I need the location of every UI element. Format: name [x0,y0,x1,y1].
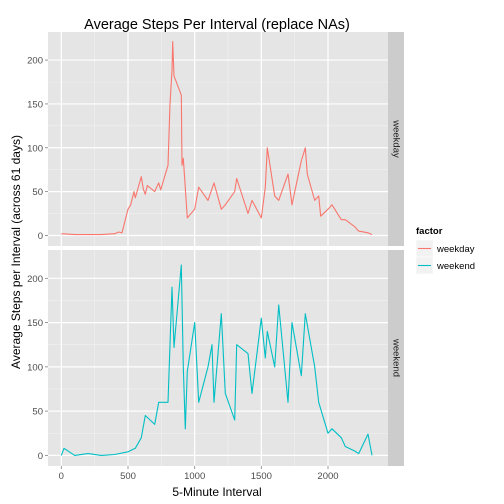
facet-strip-label: weekend [391,338,402,377]
x-axis: 0 500 1000 1500 2000 [59,466,339,482]
y-tick-label: 50 [32,187,43,198]
panel-background [48,32,388,246]
y-tick-label: 0 [38,231,43,242]
series-line-weekend [60,264,373,456]
legend-title: factor [416,226,443,237]
legend-item-weekend: weekend [415,256,475,275]
x-tick-label: 500 [120,471,136,482]
y-tick-label: 150 [27,318,43,329]
y-tick-label: 0 [38,451,43,462]
chart-title: Average Steps Per Interval (replace NAs) [84,17,350,33]
y-tick-label: 200 [27,274,43,285]
x-tick-label: 1500 [251,471,272,482]
y-tick-label: 200 [27,56,43,67]
facet-panel-weekend: 0 50 100 150 200 weekend [27,250,404,466]
legend-label: weekend [436,261,475,272]
series-line-weekday [61,41,373,236]
x-tick-label: 0 [59,471,64,482]
facet-strip-label: weekday [391,119,402,158]
facet-panel-weekday: 0 50 100 150 200 weekday [27,32,404,246]
legend-label: weekday [436,244,475,255]
x-tick-label: 1000 [184,471,205,482]
y-tick-label: 100 [27,143,43,154]
x-axis-title: 5-Minute Interval [172,485,261,499]
y-tick-label: 50 [32,407,43,418]
x-tick-label: 2000 [317,471,338,482]
facet-panels: 0 50 100 150 200 weekday 0 50 100 150 200 weekend [27,32,404,466]
facet-strip [388,250,404,466]
legend-item-weekday: weekday [415,239,475,258]
y-tick-label: 100 [27,362,43,373]
facet-strip [388,32,404,246]
y-tick-label: 150 [27,99,43,110]
y-axis-title: Average Steps per Interval (across 61 da… [9,135,23,369]
legend: factor weekday weekend [415,226,475,275]
